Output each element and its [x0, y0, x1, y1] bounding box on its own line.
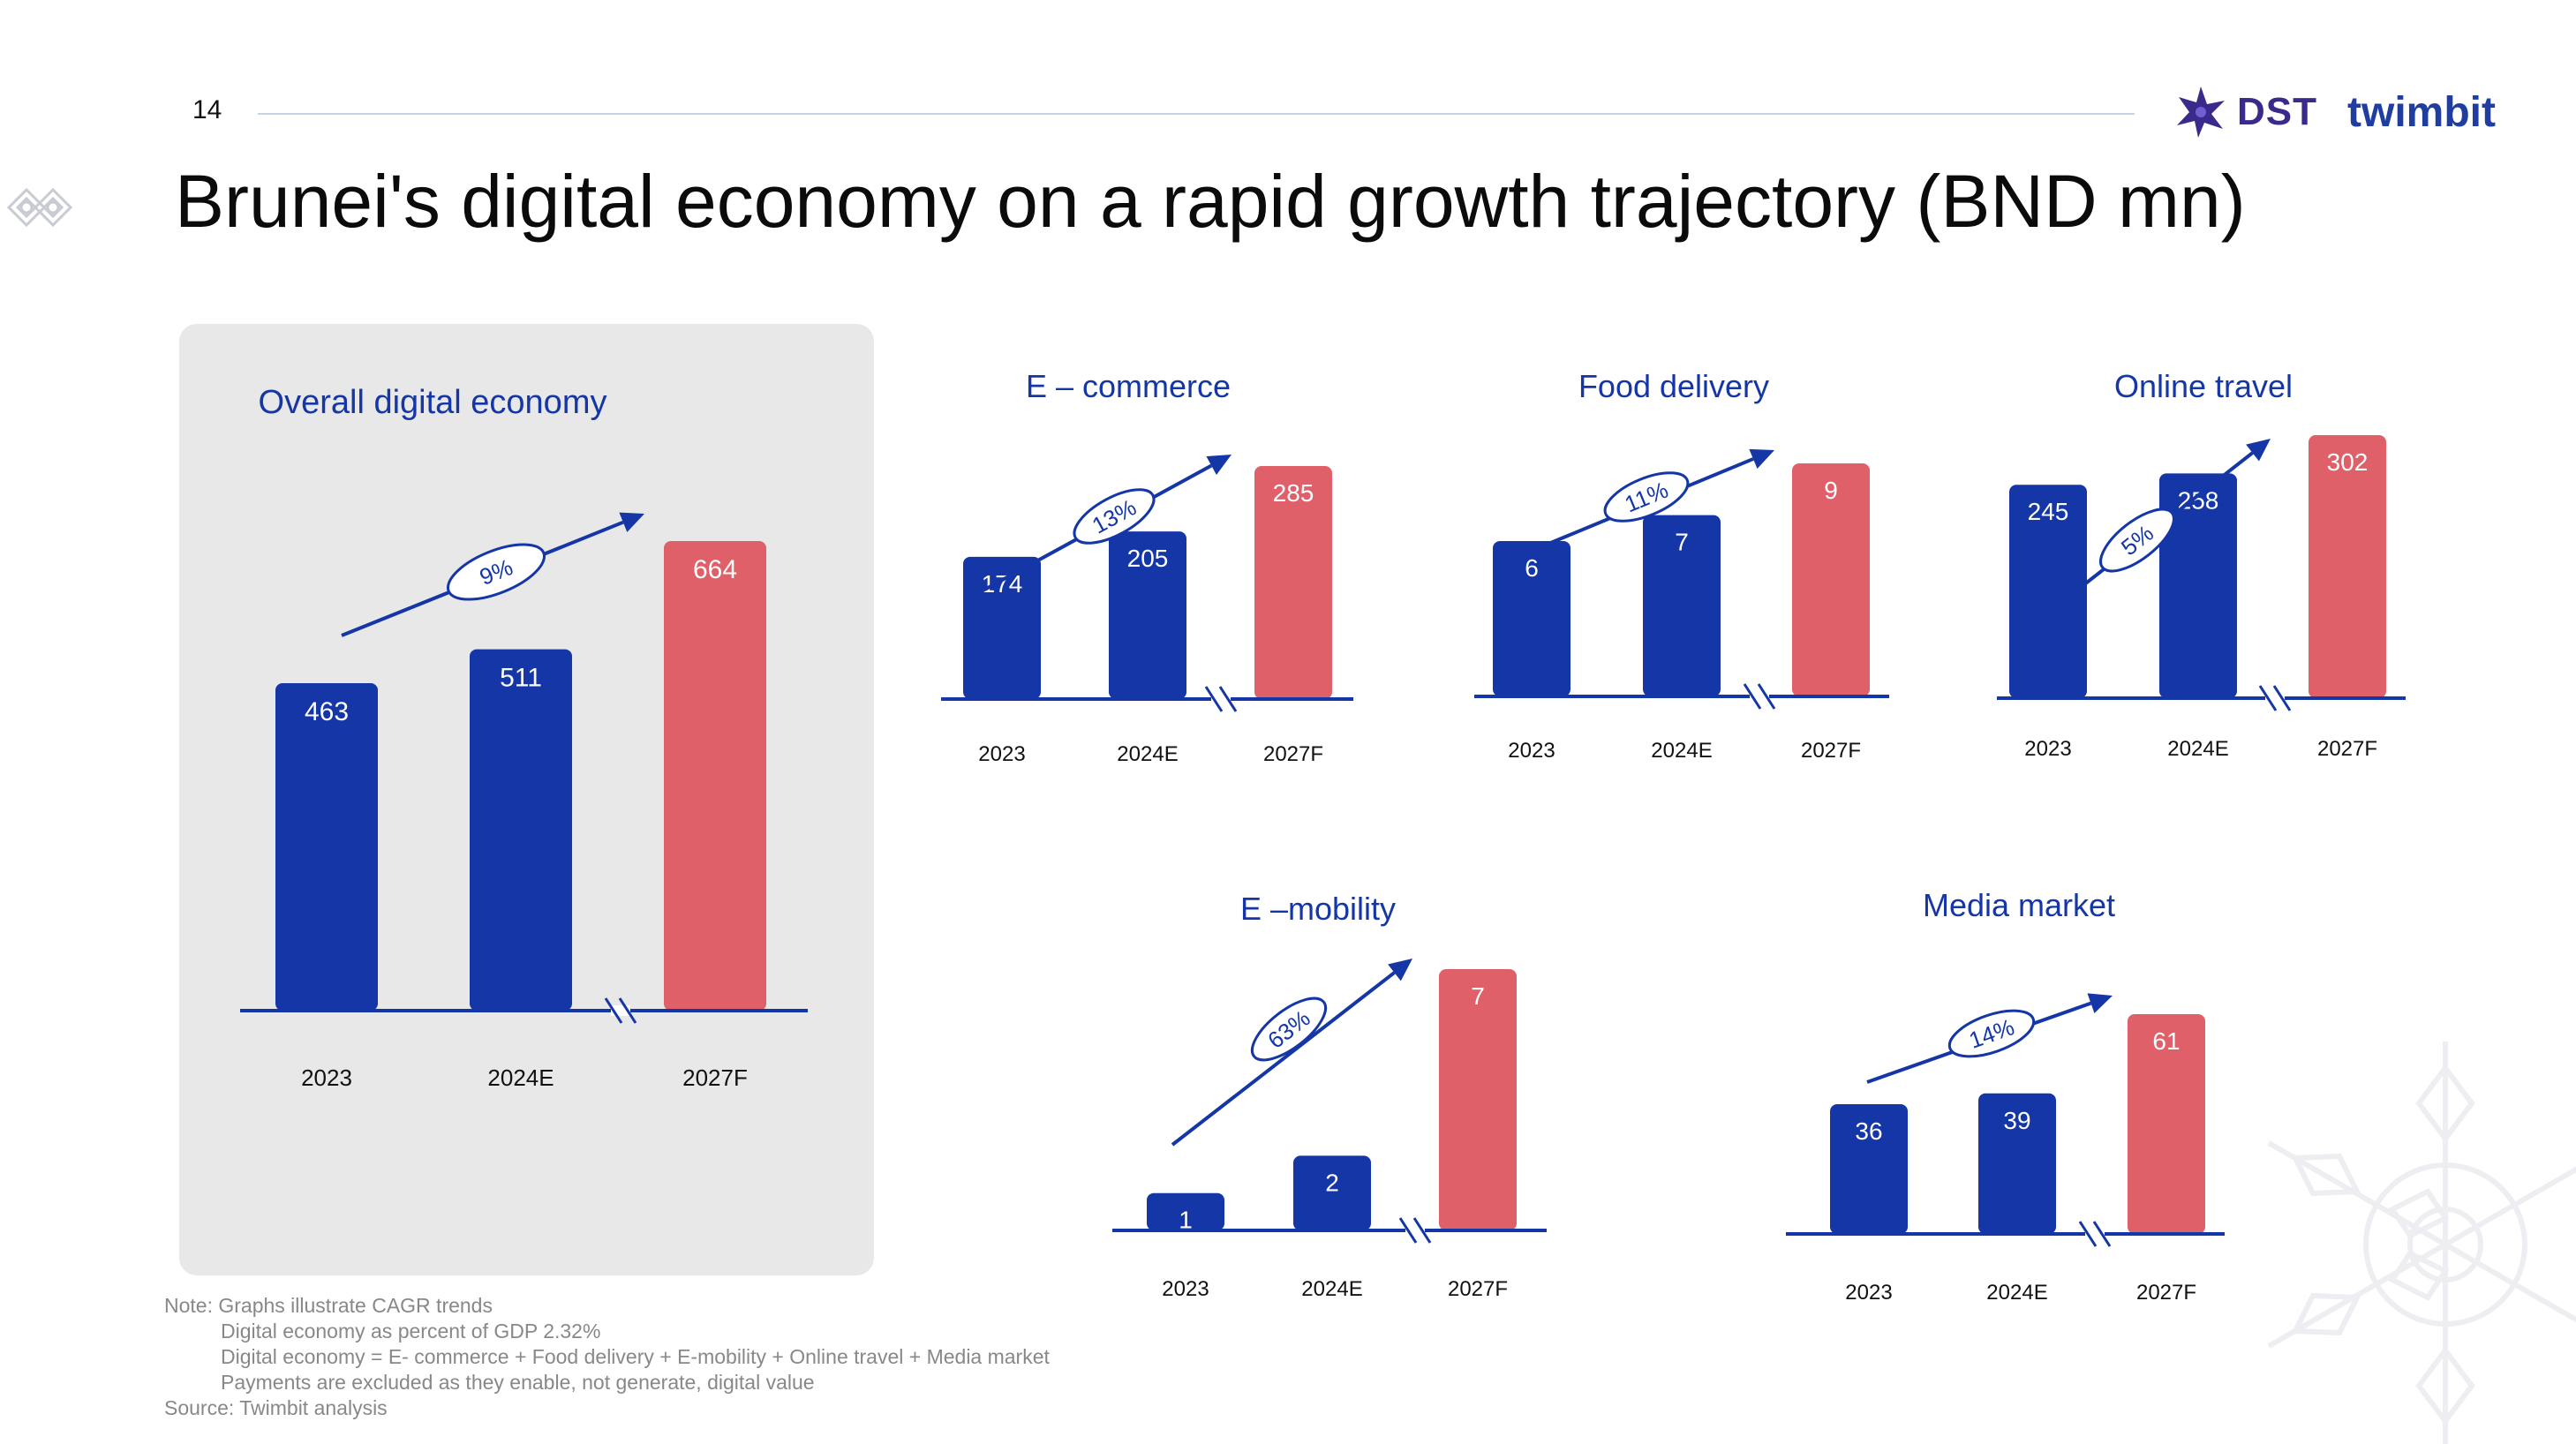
axis-break-icon	[604, 997, 637, 1024]
twimbit-logo: twimbit	[2347, 88, 2496, 136]
tick-label: 2023	[1845, 1281, 1892, 1305]
bar-2027F	[2309, 435, 2386, 698]
dst-star-icon	[2177, 86, 2225, 138]
bar-2023	[275, 683, 378, 1011]
bar-2023	[1147, 1192, 1224, 1230]
arrow-head-icon	[2246, 439, 2271, 462]
chart-title: Online travel	[2114, 368, 2293, 404]
tick-label: 2027F	[682, 1064, 748, 1091]
chart-title: Overall digital economy	[259, 384, 607, 421]
arrow-head-icon	[1749, 448, 1774, 470]
bar-2024E	[1109, 531, 1186, 699]
note-line: Digital economy = E- commerce + Food del…	[221, 1345, 1050, 1368]
arrow-head-icon	[619, 512, 644, 532]
tick-label: 2027F	[1801, 739, 1861, 763]
tick-label: 2024E	[1651, 739, 1712, 763]
bar-value-label: 664	[693, 555, 737, 584]
tick-label: 2027F	[1263, 742, 1323, 766]
note-line: Payments are excluded as they enable, no…	[221, 1371, 815, 1394]
bar-value-label: 2	[1325, 1169, 1339, 1196]
chart-0: Overall digital economy 463 2023 511 2024E 66…	[240, 384, 808, 1091]
arrow-head-icon	[2087, 993, 2113, 1013]
chart-3: Online travel 245 2023 258 2024E 302 2027F 5%	[1997, 368, 2406, 761]
dst-logo: DST	[2237, 90, 2317, 133]
bar-value-label: 258	[2178, 486, 2219, 514]
bar-value-label: 7	[1675, 529, 1689, 556]
bar-2024E	[1978, 1093, 2056, 1234]
note-line: Digital economy as percent of GDP 2.32%	[221, 1320, 601, 1342]
bar-2023	[1830, 1104, 1908, 1234]
bar-2023	[2009, 485, 2087, 698]
tick-label: 2023	[1508, 739, 1555, 763]
tick-label: 2024E	[1301, 1277, 1362, 1301]
bar-2024E	[1293, 1155, 1371, 1230]
chart-title: E –mobility	[1240, 891, 1396, 927]
header-divider	[258, 113, 2135, 115]
bar-value-label: 39	[2003, 1107, 2030, 1134]
chart-5: Media market 36 2023 39 2024E 61 2027F 14%	[1786, 887, 2225, 1305]
bar-2027F	[664, 541, 766, 1011]
tick-label: 2023	[301, 1064, 352, 1091]
tick-label: 2027F	[1448, 1277, 1508, 1301]
cagr-badge: 5%	[2099, 508, 2175, 573]
page-title: Brunei's digital economy on a rapid grow…	[175, 160, 2246, 243]
bar-value-label: 6	[1525, 554, 1539, 582]
tick-label: 2024E	[2167, 737, 2228, 761]
axis-break-icon	[1398, 1217, 1432, 1244]
tick-label: 2024E	[1986, 1281, 2047, 1305]
bar-value-label: 61	[2152, 1027, 2180, 1055]
arrow-head-icon	[1206, 455, 1232, 476]
chart-2: Food delivery 6 2023 7 2024E 9 2027F 11%	[1474, 368, 1889, 763]
bar-value-label: 205	[1127, 545, 1169, 572]
tick-label: 2023	[1162, 1277, 1209, 1301]
bar-value-label: 36	[1855, 1117, 1882, 1145]
bar-value-label: 285	[1273, 479, 1314, 507]
chart-title: E – commerce	[1026, 368, 1231, 404]
source-line: Source: Twimbit analysis	[164, 1396, 388, 1419]
bar-value-label: 511	[500, 664, 542, 693]
tick-label: 2027F	[2136, 1281, 2196, 1305]
bar-2027F	[1254, 466, 1332, 699]
snowflake-ornament-icon	[2267, 1042, 2576, 1444]
bar-value-label: 463	[305, 697, 349, 726]
bar-2024E	[470, 649, 572, 1011]
tick-label: 2024E	[1117, 742, 1178, 766]
left-ornament-icon	[6, 187, 73, 228]
trend-arrow	[1171, 971, 1396, 1147]
bar-value-label: 245	[2028, 498, 2069, 525]
bar-value-label: 1	[1179, 1207, 1193, 1234]
bar-2024E	[2159, 473, 2237, 698]
page-number: 14	[192, 95, 222, 124]
cagr-badge: 11%	[1603, 471, 1690, 523]
tick-label: 2023	[978, 742, 1025, 766]
tick-label: 2024E	[487, 1064, 554, 1091]
tick-label: 2027F	[2317, 737, 2377, 761]
axis-break-icon	[2258, 685, 2292, 711]
cagr-badge: 14%	[1947, 1009, 2036, 1058]
footnotes: Note: Graphs illustrate CAGR trends Digi…	[164, 1293, 1050, 1421]
axis-break-icon	[1204, 686, 1238, 712]
tick-label: 2023	[2024, 737, 2071, 761]
arrow-head-icon	[1388, 959, 1412, 981]
note-line: Note: Graphs illustrate CAGR trends	[164, 1294, 493, 1317]
axis-break-icon	[2078, 1221, 2112, 1247]
bar-value-label: 9	[1824, 477, 1838, 504]
bar-2027F	[2128, 1014, 2205, 1234]
bar-2027F	[1439, 969, 1517, 1230]
chart-title: Food delivery	[1578, 368, 1769, 404]
bar-value-label: 7	[1471, 982, 1485, 1010]
bar-2024E	[1643, 515, 1721, 696]
chart-title: Media market	[1923, 887, 2115, 923]
cagr-badge: 9%	[446, 543, 546, 601]
bar-value-label: 302	[2327, 448, 2369, 476]
axis-break-icon	[1743, 683, 1776, 710]
bar-2027F	[1792, 463, 1870, 696]
brand-logos: DST twimbit	[2173, 81, 2496, 143]
bar-2023	[1493, 541, 1570, 696]
